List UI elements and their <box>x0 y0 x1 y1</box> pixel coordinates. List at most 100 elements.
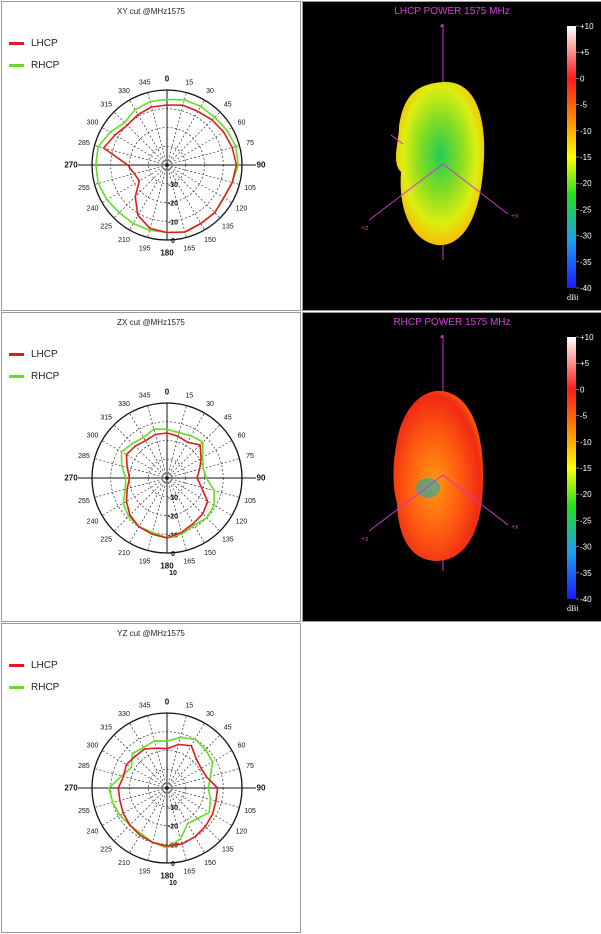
colorbar-tick-label: -15 <box>580 153 592 162</box>
polar-spoke <box>113 787 168 842</box>
legend-swatch-lhcp <box>9 352 24 356</box>
legend: LHCP RHCP <box>9 654 59 698</box>
colorbar-tick-label: -35 <box>580 569 592 578</box>
polar-spoke <box>166 412 205 479</box>
colorbar-tick-label: -20 <box>580 179 592 188</box>
legend-item-lhcp: LHCP <box>9 343 59 365</box>
angle-tick-label: 270 <box>64 784 78 793</box>
legend-label-lhcp: LHCP <box>31 348 58 360</box>
polar-spoke <box>113 111 168 166</box>
angle-tick-label: 60 <box>238 743 246 750</box>
series-line-lhcp <box>117 743 219 847</box>
angle-tick-label: 30 <box>206 711 214 718</box>
chart-title: ZX cut @MHz1575 <box>117 318 185 327</box>
angle-tick-label: 165 <box>183 246 195 253</box>
angle-tick-label: 270 <box>64 161 78 170</box>
axis-arrow-icon: ▴ <box>440 333 444 340</box>
polar-spoke <box>166 424 221 479</box>
chart-title: LHCP POWER 1575 MHz <box>394 6 510 17</box>
polar-spoke <box>166 164 233 203</box>
angle-tick-label: 210 <box>118 237 130 244</box>
colorbar-tick-label: -20 <box>580 490 592 499</box>
xy-cut-panel: XY cut @MHz1575 LHCP RHCP 0 15 30 45 60 75 90 1… <box>1 1 301 311</box>
polar-spoke <box>113 424 168 479</box>
angle-tick-label: 285 <box>78 140 90 147</box>
angle-tick-label: 240 <box>87 206 99 213</box>
colorbar-tick-label: -5 <box>580 412 588 421</box>
chart-title: RHCP POWER 1575 MHz <box>393 317 511 328</box>
angle-tick-label: 120 <box>236 829 248 836</box>
angle-tick-label: 330 <box>118 88 130 95</box>
angle-tick-label: 90 <box>257 474 266 483</box>
chart-title: YZ cut @MHz1575 <box>117 629 185 638</box>
angle-tick-label: 300 <box>87 433 99 440</box>
colorbar-tick-label: +5 <box>580 359 590 368</box>
polar-spoke <box>166 787 233 826</box>
polar-spoke <box>166 164 221 219</box>
zx-cut-panel: ZX cut @MHz1575 LHCP RHCP 0 15 30 45 60 75 90 1… <box>1 312 301 622</box>
angle-tick-label: 15 <box>185 392 193 399</box>
radial-tick-label: 10 <box>169 880 177 887</box>
polar-spoke <box>166 477 187 551</box>
legend-item-rhcp: RHCP <box>9 54 59 76</box>
colorbar <box>567 337 576 599</box>
polar-spoke <box>129 164 168 231</box>
colorbar-tick-label: -25 <box>580 205 592 214</box>
colorbar-tick-label: 0 <box>580 385 585 394</box>
angle-tick-label: 45 <box>224 415 232 422</box>
polar-spoke <box>129 477 168 544</box>
angle-tick-label: 45 <box>224 725 232 732</box>
lhcp-pattern-panel: LHCP POWER 1575 MHz ▴ +z +x +10 +5 0 -5 -10 -15 -… <box>302 1 601 311</box>
polar-spoke <box>129 722 168 789</box>
colorbar-tick-label: -10 <box>580 127 592 136</box>
plus-x-axis-line <box>442 474 509 526</box>
polar-spoke <box>166 787 240 808</box>
legend-label-lhcp: LHCP <box>31 659 58 671</box>
angle-tick-label: 285 <box>78 763 90 770</box>
angle-tick-label: 90 <box>257 784 266 793</box>
radial-tick-label: 0 <box>171 238 175 245</box>
polar-spoke <box>166 477 240 498</box>
legend-label-rhcp: RHCP <box>31 681 60 693</box>
legend: LHCP RHCP <box>9 32 59 76</box>
angle-tick-label: 180 <box>160 249 174 258</box>
angle-tick-label: 105 <box>244 498 256 505</box>
yz-cut-panel: YZ cut @MHz1575 LHCP RHCP 0 15 30 45 60 75 90 1… <box>1 623 301 933</box>
polar-spoke <box>147 787 168 861</box>
angle-tick-label: 105 <box>244 185 256 192</box>
polar-spoke <box>129 412 168 479</box>
polar-spoke <box>101 127 168 166</box>
polar-spoke <box>101 440 168 479</box>
angle-tick-label: 225 <box>100 536 112 543</box>
radial-tick-label: 0 <box>171 551 175 558</box>
angle-tick-label: 345 <box>139 392 151 399</box>
xy-cut-polar-plot: 0 15 30 45 60 75 90 105 120 135 150 165 180 195 210 225… <box>64 75 266 258</box>
colorbar-tick-label: -25 <box>580 516 592 525</box>
polar-spoke <box>166 787 205 854</box>
colorbar-tick-label: 0 <box>580 74 585 83</box>
polar-spoke <box>166 750 233 789</box>
angle-tick-label: 270 <box>64 474 78 483</box>
polar-spoke <box>129 99 168 166</box>
colorbar-unit-label: dBi <box>567 604 579 613</box>
legend-swatch-lhcp <box>9 663 24 667</box>
angle-tick-label: 165 <box>183 559 195 566</box>
angle-tick-label: 165 <box>183 869 195 876</box>
angle-tick-label: 150 <box>204 860 216 867</box>
polar-spoke <box>166 477 205 544</box>
angle-tick-label: 75 <box>246 140 254 147</box>
angle-tick-label: 285 <box>78 453 90 460</box>
pattern-null-region <box>416 478 440 498</box>
angle-tick-label: 75 <box>246 453 254 460</box>
angle-tick-label: 135 <box>222 223 234 230</box>
colorbar-tick-label: -15 <box>580 464 592 473</box>
radial-tick-label: -20 <box>168 514 178 521</box>
angle-tick-label: 0 <box>165 75 170 84</box>
radial-tick-label: -20 <box>168 824 178 831</box>
polar-spoke <box>166 440 233 479</box>
radial-tick-label: -30 <box>168 182 178 189</box>
angle-tick-label: 225 <box>100 846 112 853</box>
colorbar-tick-label: -30 <box>580 232 592 241</box>
